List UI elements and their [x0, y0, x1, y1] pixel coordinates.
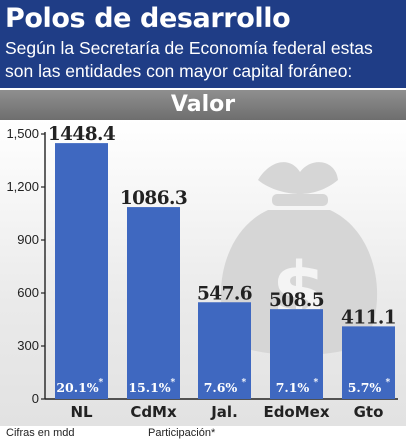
bar-value-label: 1086.3 [120, 188, 187, 209]
bar-value-label: 1448.4 [48, 124, 116, 145]
units-note: Cifras en mdd [6, 427, 75, 439]
share-label: 15.1% [128, 380, 170, 395]
share-label: 7.6% [204, 380, 238, 395]
share-marker: * [171, 378, 176, 388]
y-tick-label: 600 [17, 285, 39, 300]
y-tick-label: 300 [17, 338, 39, 353]
bar [198, 302, 251, 399]
y-tick-label: 1,200 [6, 179, 39, 194]
bar [55, 143, 108, 399]
bar-value-label: 508.5 [269, 290, 324, 311]
share-note: Participación* [148, 427, 216, 439]
category-label: Gto [354, 403, 384, 421]
header: Polos de desarrollo Según la Secretaría … [0, 0, 406, 88]
y-tick-label: 1,500 [6, 126, 39, 141]
bar-value-label: 547.6 [197, 283, 252, 304]
share-label: 5.7% [348, 380, 382, 395]
money-bag-icon: $ [220, 162, 378, 355]
category-label: CdMx [130, 403, 177, 421]
page-subtitle: Según la Secretaría de Economía federal … [5, 38, 373, 81]
share-marker: * [386, 378, 391, 388]
share-marker: * [242, 378, 247, 388]
share-label: 7.1% [276, 380, 310, 395]
share-marker: * [314, 378, 319, 388]
y-tick-label: 900 [17, 232, 39, 247]
section-bar: Valor [0, 90, 406, 120]
category-label: NL [70, 403, 93, 421]
bar [270, 309, 323, 399]
bar [342, 326, 395, 399]
plot-area: $ 0 300 600 900 1,200 1,500 1448.4 20.1% * NL 108… [0, 120, 406, 426]
bar [127, 207, 180, 399]
section-label: Valor [170, 92, 236, 117]
share-label: 20.1% [56, 380, 98, 395]
bar-value-label: 411.1 [341, 307, 396, 328]
page-title: Polos de desarrollo [5, 3, 291, 34]
category-label: EdoMex [263, 403, 329, 421]
y-tick-label: 0 [32, 391, 39, 406]
share-marker: * [99, 378, 104, 388]
category-label: Jal. [210, 403, 238, 421]
